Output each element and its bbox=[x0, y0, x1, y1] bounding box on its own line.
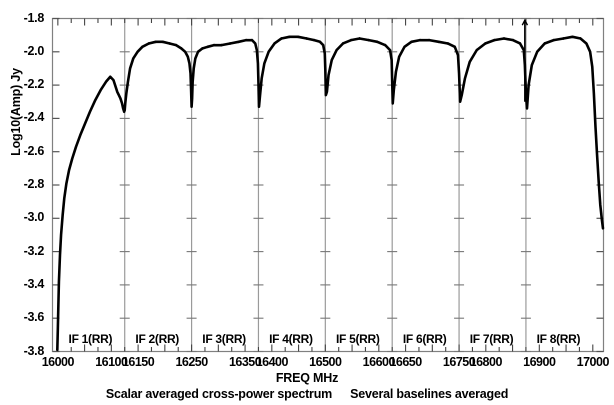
caption-right-text: Several baselines averaged bbox=[350, 387, 509, 401]
x-tick-label: 16600 bbox=[362, 355, 396, 369]
if-band-label: IF 1(RR) bbox=[68, 332, 113, 346]
y-tick-label: -2.8 bbox=[23, 177, 45, 191]
y-tick-label: -2.6 bbox=[23, 143, 45, 158]
x-axis-label: FREQ MHz bbox=[275, 371, 339, 385]
if-band-label: IF 6(RR) bbox=[402, 332, 447, 346]
caption-left-text: Scalar averaged cross-power spectrum bbox=[105, 387, 333, 401]
x-tick-label: 16400 bbox=[255, 355, 289, 369]
x-tick-label: 16250 bbox=[175, 355, 208, 369]
spectrum-trace bbox=[56, 18, 605, 352]
y-tick-label: -3.6 bbox=[23, 310, 45, 325]
y-tick-label: -2.2 bbox=[23, 77, 45, 92]
x-tick-label: 16750 bbox=[442, 355, 476, 369]
x-tick-label: 16900 bbox=[523, 355, 556, 369]
x-tick-label: 16500 bbox=[309, 355, 342, 369]
if-band-label: IF 8(RR) bbox=[536, 332, 581, 346]
y-tick-label: -2.0 bbox=[23, 43, 45, 58]
figure-caption: Scalar averaged cross-power spectrum Seve… bbox=[0, 387, 614, 401]
y-tick-label: -2.4 bbox=[23, 110, 45, 125]
if-band-label: IF 4(RR) bbox=[269, 332, 313, 346]
y-tick-label: -3.0 bbox=[23, 210, 45, 225]
y-tick-label: -3.2 bbox=[23, 243, 45, 258]
x-tick-label: 16100 bbox=[95, 355, 128, 369]
y-tick-label: -3.4 bbox=[23, 276, 45, 291]
x-tick-label: 16650 bbox=[389, 355, 422, 369]
y-tick-label: -1.8 bbox=[23, 10, 45, 25]
if-band-label: IF 5(RR) bbox=[336, 332, 380, 346]
if-band-label: IF 7(RR) bbox=[469, 332, 514, 346]
x-tick-label: 16800 bbox=[469, 355, 503, 369]
if-band-label: IF 2(RR) bbox=[135, 332, 180, 346]
y-tick-label: -3.8 bbox=[23, 343, 45, 358]
x-tick-label: 16150 bbox=[121, 355, 155, 369]
x-tick-label: 17000 bbox=[576, 355, 610, 369]
axis-ticks bbox=[52, 17, 604, 353]
if-band-label: IF 3(RR) bbox=[202, 332, 246, 346]
x-tick-label: 16350 bbox=[228, 355, 262, 369]
x-tick-label: 16000 bbox=[41, 355, 75, 369]
